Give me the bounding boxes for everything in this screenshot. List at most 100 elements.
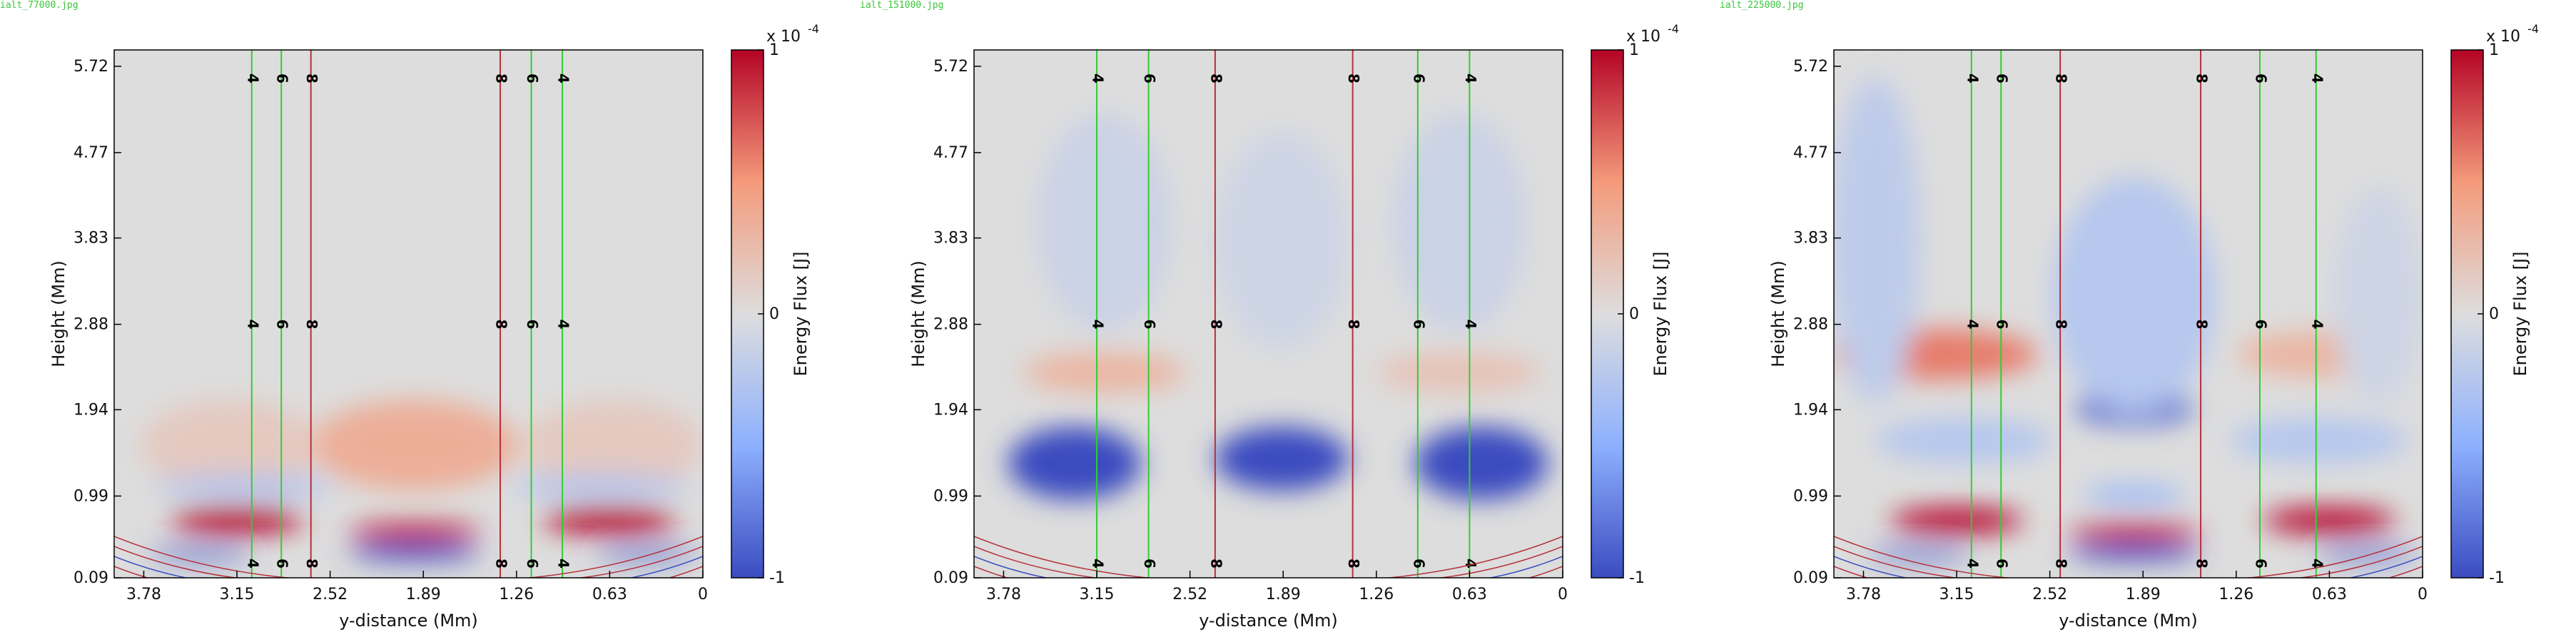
colorbar-exponent-power: -4 (808, 22, 819, 36)
file-label: ialt_151000.jpg (860, 0, 944, 11)
colorbar-tick-label: -1 (769, 569, 785, 587)
plot-frame (1833, 49, 2423, 579)
x-tick-label: 0 (698, 586, 708, 603)
contour-label: 6 (2252, 320, 2269, 330)
y-tick-label: 0.09 (73, 569, 108, 587)
energy-flux-region (1377, 352, 1541, 393)
x-tick-label: 1.89 (406, 586, 441, 603)
y-tick-label: 0.99 (73, 487, 108, 505)
contour-label: 6 (1994, 73, 2011, 83)
x-tick-label: 0.63 (592, 586, 627, 603)
energy-flux-region (1008, 427, 1142, 500)
x-tick-label: 0 (2418, 586, 2428, 603)
contour-label: 6 (2252, 559, 2269, 569)
energy-flux-region (2067, 522, 2201, 541)
contour-curve (1527, 566, 1563, 578)
plot-frame (113, 49, 704, 579)
chart-panel-2: ialt_151000.jpg 4 4 4 6 6 6 8 8 8 8 8 8 6 6 6 4 4 4 5.72 4.… (860, 0, 1716, 642)
x-tick-label: 2.52 (2032, 586, 2067, 603)
energy-flux-region (525, 399, 703, 491)
colorbar-tick-label: 0 (2489, 305, 2499, 323)
plot-frame (973, 49, 1563, 579)
contour-curve (1384, 536, 1563, 578)
y-tick-label: 4.77 (1793, 144, 1828, 162)
energy-flux-region (2067, 542, 2201, 561)
energy-flux-region (2230, 417, 2408, 464)
energy-flux-region (2333, 186, 2423, 404)
contour-curve (524, 536, 703, 578)
contour-label: 8 (1207, 559, 1224, 569)
y-tick-label: 2.88 (1793, 316, 1828, 334)
x-axis-label: y-distance (Mm) (1199, 611, 1338, 631)
contour-label: 4 (244, 320, 261, 330)
contour-curve (114, 566, 150, 578)
x-tick-label: 2.52 (313, 586, 348, 603)
contour-curve (974, 556, 1049, 578)
x-axis-label: y-distance (Mm) (2059, 611, 2198, 631)
x-tick-label: 1.89 (2126, 586, 2161, 603)
y-tick-label: 3.83 (933, 230, 968, 248)
y-tick-label: 1.94 (1793, 401, 1828, 419)
contour-label: 8 (2194, 320, 2211, 330)
x-tick-label: 3.78 (126, 586, 161, 603)
colorbar-exponent: x 10 (2486, 28, 2520, 46)
contour-label: 4 (2308, 559, 2326, 569)
contour-label: 4 (244, 559, 261, 569)
contour-curve (974, 536, 1153, 578)
contour-label: 6 (1410, 559, 1427, 569)
y-tick-label: 0.09 (1793, 569, 1828, 587)
contour-label: 6 (524, 73, 541, 83)
y-axis-label: Height (Mm) (49, 260, 69, 367)
contour-label: 8 (1345, 559, 1362, 569)
contour-label: 4 (1462, 73, 1479, 83)
x-tick-label: 3.15 (1939, 586, 1974, 603)
colorbar-label: Energy Flux [J] (1650, 252, 1670, 377)
colorbar-exponent-power: -4 (2527, 22, 2539, 36)
contour-label: 8 (1207, 320, 1224, 330)
contour-label: 4 (1964, 559, 1981, 569)
colorbar-exponent: x 10 (1626, 28, 1660, 46)
energy-flux-region (348, 522, 482, 541)
contour-label: 8 (1345, 73, 1362, 83)
file-label: ialt_225000.jpg (1720, 0, 1804, 11)
colorbar-tick-label: 0 (1629, 305, 1639, 323)
energy-flux-region (1834, 77, 1920, 404)
energy-flux-region (2263, 507, 2396, 534)
contour-label: 4 (2308, 320, 2326, 330)
contour-label: 4 (2308, 73, 2326, 83)
colorbar-exponent-power: -4 (1668, 22, 1679, 36)
contour-curve (114, 556, 189, 578)
x-tick-label: 0 (1558, 586, 1568, 603)
colorbar-exponent: x 10 (766, 28, 801, 46)
energy-flux-region (141, 399, 319, 491)
colorbar-tick-label: 0 (769, 305, 779, 323)
contour-label: 4 (1090, 320, 1107, 330)
contour-label: 6 (2252, 73, 2269, 83)
y-tick-label: 5.72 (933, 58, 968, 76)
y-axis-label: Height (Mm) (908, 260, 928, 367)
contour-curve (114, 546, 240, 578)
y-tick-label: 2.88 (933, 316, 968, 334)
x-tick-label: 3.15 (1080, 586, 1115, 603)
x-tick-label: 2.52 (1172, 586, 1207, 603)
y-tick-label: 4.77 (73, 144, 108, 162)
y-tick-label: 1.94 (73, 401, 108, 419)
contour-curve (1834, 566, 1870, 578)
contour-curve (974, 566, 1010, 578)
contour-label: 6 (274, 73, 291, 83)
contour-label: 6 (524, 320, 541, 330)
chart-panel-3: ialt_225000.jpg 4 4 4 6 6 6 8 8 8 8 8 8 6 6 6 4 4 4 5.72 4.… (1720, 0, 2576, 642)
y-tick-label: 3.83 (1793, 230, 1828, 248)
file-label: ialt_77000.jpg (0, 0, 78, 11)
colorbar-label: Energy Flux [J] (791, 252, 811, 377)
contour-label: 8 (2194, 559, 2211, 569)
contour-label: 4 (555, 73, 572, 83)
energy-flux-region (1875, 417, 2053, 464)
contour-label: 6 (1994, 320, 2011, 330)
contour-label: 6 (1141, 559, 1158, 569)
contour-label: 8 (303, 320, 320, 330)
contour-curve (1834, 546, 1960, 578)
contour-label: 6 (274, 320, 291, 330)
contour-label: 6 (1141, 320, 1158, 330)
energy-flux-region (2052, 177, 2216, 414)
